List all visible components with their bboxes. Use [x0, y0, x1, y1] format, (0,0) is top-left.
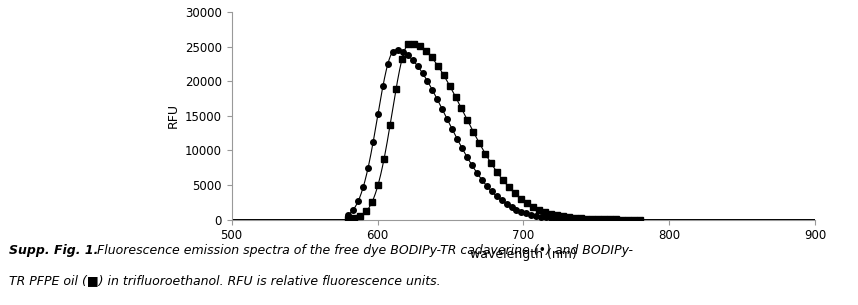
- Text: Fluorescence emission spectra of the free dye BODIPy-TR cadaverine (•) and BODIP: Fluorescence emission spectra of the fre…: [93, 244, 632, 257]
- Text: TR PFPE oil (■) in trifluoroethanol. RFU is relative fluorescence units.: TR PFPE oil (■) in trifluoroethanol. RFU…: [9, 274, 440, 288]
- Text: Supp. Fig. 1.: Supp. Fig. 1.: [9, 244, 98, 257]
- X-axis label: wavelength (nm): wavelength (nm): [470, 248, 577, 261]
- Y-axis label: RFU: RFU: [166, 103, 179, 128]
